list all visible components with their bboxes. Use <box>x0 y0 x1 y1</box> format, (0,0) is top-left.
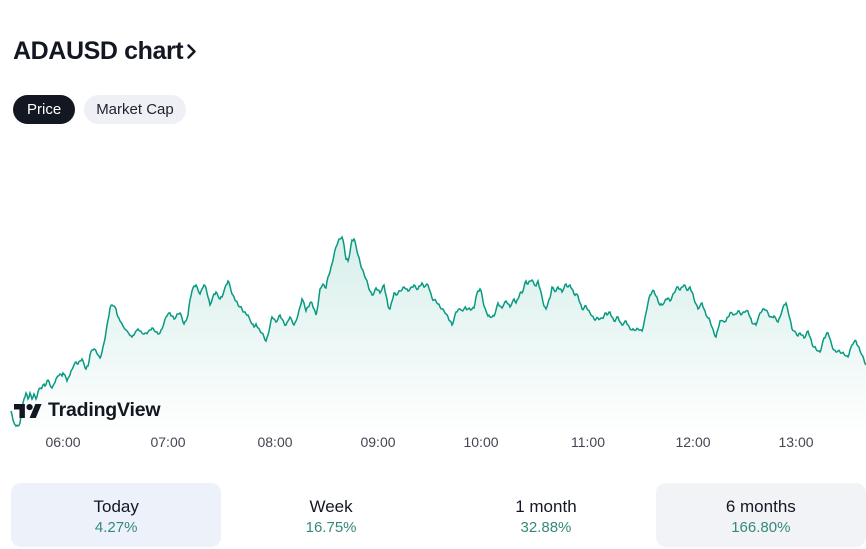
x-axis-label: 13:00 <box>778 434 814 450</box>
x-axis-label: 09:00 <box>360 434 396 450</box>
market-cap-toggle-button[interactable]: Market Cap <box>84 95 186 124</box>
price-line <box>10 235 866 428</box>
x-axis-label: 10:00 <box>463 434 499 450</box>
stat-label: 1 month <box>515 497 577 516</box>
price-chart[interactable]: 06:00 07:00 08:00 09:00 10:00 11:00 12:00 13:00… <box>0 0 866 460</box>
x-axis-label: 06:00 <box>45 434 81 450</box>
stat-value: 166.80% <box>731 519 791 536</box>
tradingview-attribution-link[interactable]: TradingView <box>14 399 161 421</box>
area-fill <box>11 237 866 433</box>
stat-value: 32.88% <box>520 519 572 536</box>
x-axis-label: 11:00 <box>571 434 605 450</box>
stat-today[interactable]: Today 4.27% <box>11 483 222 547</box>
stat-value: 4.27% <box>94 519 138 536</box>
page-title: ADAUSD chart <box>13 37 184 65</box>
stat-label: Today <box>93 497 139 516</box>
stat-week[interactable]: Week 16.75% <box>226 483 436 547</box>
price-toggle-button[interactable]: Price <box>13 95 76 124</box>
x-axis-label: 07:00 <box>150 434 186 450</box>
stat-label: Week <box>309 497 353 516</box>
price-marketcap-toggle: Price Market Cap <box>13 95 186 124</box>
tradingview-logo-text: TradingView <box>48 399 161 421</box>
stat-label: 6 months <box>725 497 796 516</box>
chevron-right-icon <box>186 42 197 61</box>
x-axis: 06:00 07:00 08:00 09:00 10:00 11:00 12:00 13:00 <box>0 435 866 451</box>
area-chart-canvas <box>10 235 866 433</box>
stat-1-month[interactable]: 1 month 32.88% <box>441 483 651 547</box>
stat-value: 16.75% <box>305 519 357 536</box>
x-axis-label: 08:00 <box>257 434 293 450</box>
x-axis-label: 12:00 <box>675 434 711 450</box>
stat-6-months[interactable]: 6 months 166.80% <box>655 483 866 547</box>
chart-title-link[interactable]: ADAUSD chart <box>13 38 197 64</box>
tradingview-logo-icon <box>14 403 42 418</box>
performance-stats-row: Today 4.27% Week 16.75% 1 month 32.88% 6… <box>11 483 866 547</box>
